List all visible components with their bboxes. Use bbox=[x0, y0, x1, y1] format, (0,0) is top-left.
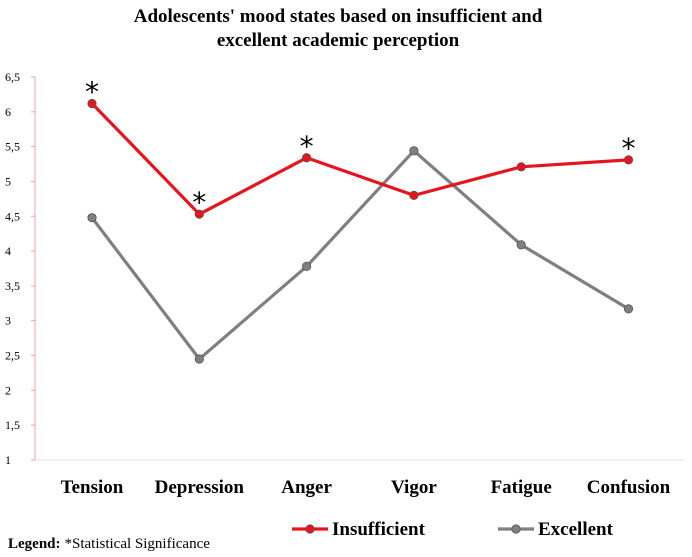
data-point-excellent bbox=[194, 354, 204, 364]
series-line-excellent bbox=[90, 149, 630, 361]
significance-star: * bbox=[85, 75, 99, 108]
data-point-excellent bbox=[516, 240, 526, 250]
legend-label-excellent: Excellent bbox=[538, 519, 614, 540]
significance-star: * bbox=[622, 132, 636, 165]
data-point-excellent bbox=[301, 261, 312, 272]
y-tick-label: 2 bbox=[5, 383, 11, 397]
series-line-insufficient bbox=[90, 102, 629, 216]
y-tick-label: 5,5 bbox=[5, 140, 20, 154]
y-tick-label: 3,5 bbox=[5, 279, 20, 293]
y-tick-label: 5 bbox=[5, 174, 11, 188]
x-tick-label: Anger bbox=[281, 477, 332, 498]
significance-star: * bbox=[192, 186, 206, 219]
y-tick-label: 4,5 bbox=[5, 209, 20, 223]
x-tick-label: Tension bbox=[61, 477, 124, 498]
legend: Insufficient Excellent bbox=[292, 519, 614, 540]
y-tick-label: 1 bbox=[5, 453, 11, 467]
data-point-insufficient bbox=[301, 153, 312, 163]
chart-title-line-1: Adolescents' mood states based on insuff… bbox=[134, 6, 543, 27]
chart-title-line-2: excellent academic perception bbox=[217, 30, 460, 51]
y-tick-label: 6 bbox=[5, 105, 11, 119]
legend-note: Legend: *Statistical Significance bbox=[8, 536, 210, 552]
y-tick-label: 3 bbox=[5, 314, 11, 328]
legend-note-text: *Statistical Significance bbox=[65, 536, 211, 552]
x-tick-label: Fatigue bbox=[491, 477, 552, 498]
data-point-insufficient bbox=[87, 98, 97, 109]
significance-star: * bbox=[300, 130, 314, 163]
y-tick-label: 1,5 bbox=[5, 418, 20, 432]
legend-note-label: Legend: bbox=[8, 536, 61, 552]
data-point-insufficient bbox=[516, 162, 526, 172]
plot-area: 1 1,5 2 2,5 3 3,5 4 4,5 5 5,5 6 6,5 Tension Depressio… bbox=[5, 70, 685, 498]
legend-label-insufficient: Insufficient bbox=[332, 519, 426, 540]
data-point-excellent bbox=[409, 146, 419, 156]
data-point-insufficient bbox=[623, 155, 634, 165]
y-tick-label: 6,5 bbox=[5, 70, 20, 84]
x-tick-label: Confusion bbox=[587, 477, 671, 498]
y-tick-label: 4 bbox=[5, 244, 11, 258]
data-point-insufficient bbox=[194, 209, 204, 219]
data-point-excellent bbox=[623, 304, 634, 314]
y-tick-label: 2,5 bbox=[5, 349, 20, 363]
data-point-excellent bbox=[87, 213, 97, 223]
x-tick-label: Depression bbox=[155, 477, 245, 498]
data-point-insufficient bbox=[409, 190, 419, 200]
x-tick-label: Vigor bbox=[391, 477, 437, 498]
legend-marker-insufficient bbox=[305, 524, 315, 534]
legend-marker-excellent bbox=[511, 524, 521, 534]
